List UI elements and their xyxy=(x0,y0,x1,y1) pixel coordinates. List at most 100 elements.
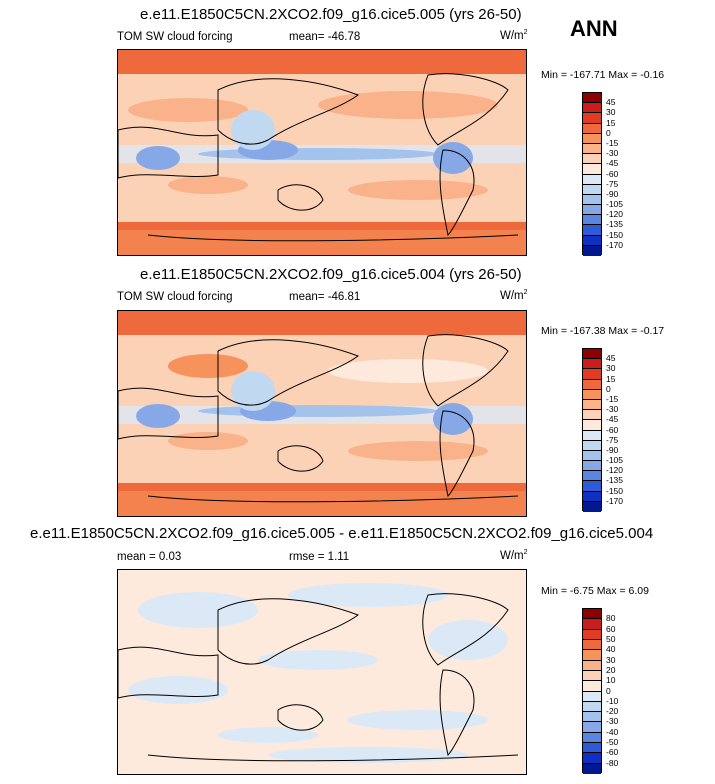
colorbar-box xyxy=(583,215,601,226)
colorbar-tick-label: -50 xyxy=(606,737,619,748)
colorbar-tick-label: 60 xyxy=(606,623,616,634)
panel3-rmse-label: rmse = xyxy=(289,551,325,563)
colorbar-tick-label: -60 xyxy=(606,747,619,758)
colorbar-tick-label: -45 xyxy=(606,158,619,169)
colorbar-box xyxy=(583,670,601,682)
panel2-mean-value: -46.81 xyxy=(327,291,361,303)
colorbar-tick-label: -80 xyxy=(606,757,619,768)
colorbar-box xyxy=(583,743,601,754)
colorbar-box xyxy=(583,491,601,502)
panel3-mean: mean = 0.03 xyxy=(117,551,181,563)
colorbar-tick-label: 45 xyxy=(606,353,616,364)
colorbar-tick-label: -90 xyxy=(606,188,619,199)
colorbar-box xyxy=(583,481,601,492)
season-label: ANN xyxy=(570,16,618,41)
colorbar-tick-label: -15 xyxy=(606,137,619,148)
colorbar-tick-label: -90 xyxy=(606,444,619,455)
colorbar-box xyxy=(583,722,601,733)
colorbar-tick-label: 45 xyxy=(606,97,616,108)
colorbar-box xyxy=(583,143,601,155)
panel1-minmax: Min = -167.71 Max = -0.16 xyxy=(541,69,665,81)
colorbar-tick-label: 30 xyxy=(606,363,616,374)
colorbar-box xyxy=(583,650,601,661)
colorbar-tick-label: 50 xyxy=(606,633,616,644)
colorbar-box xyxy=(583,430,601,441)
colorbar-box xyxy=(583,225,601,236)
colorbar-box xyxy=(583,619,601,630)
panel1-map xyxy=(117,49,527,256)
colorbar-box xyxy=(583,609,601,620)
panel2-title: e.e11.E1850C5CN.2XCO2.f09_g16.cice5.004 … xyxy=(140,266,522,283)
colorbar-tick-label: 15 xyxy=(606,117,616,128)
panel3-rmse-value: 1.11 xyxy=(327,551,350,563)
colorbar-tick-label: -60 xyxy=(606,168,619,179)
colorbar-box xyxy=(583,471,601,482)
panel2-variable: TOM SW cloud forcing xyxy=(117,291,233,303)
panel2-minmax: Min = -167.38 Max = -0.17 xyxy=(541,325,665,337)
colorbar-box xyxy=(583,123,601,134)
colorbar-tick-label: 40 xyxy=(606,644,616,655)
colorbar-tick-label: -170 xyxy=(606,239,624,250)
colorbar-tick-label: -30 xyxy=(606,404,619,415)
colorbar-tick-label: 30 xyxy=(606,654,616,665)
panel1-mean: mean= -46.78 xyxy=(289,31,360,43)
colorbar-box xyxy=(583,359,601,370)
panel2-colorbar xyxy=(582,348,602,512)
colorbar-tick-label: -30 xyxy=(606,148,619,159)
colorbar-box xyxy=(583,660,601,671)
colorbar-box xyxy=(583,450,601,462)
colorbar-box xyxy=(583,389,601,400)
colorbar-tick-label: -30 xyxy=(606,716,619,727)
colorbar-tick-label: -150 xyxy=(606,229,624,240)
colorbar-box xyxy=(583,103,601,114)
panel3-title: e.e11.E1850C5CN.2XCO2.f09_g16.cice5.005 … xyxy=(30,525,654,542)
colorbar-box xyxy=(583,194,601,206)
panel3-colorbar xyxy=(582,608,602,774)
panel3-map xyxy=(117,569,527,775)
colorbar-tick-label: -75 xyxy=(606,178,619,189)
colorbar-box xyxy=(583,369,601,380)
panel3-units: W/m2 xyxy=(500,549,528,562)
colorbar-tick-label: 80 xyxy=(606,613,616,624)
colorbar-box xyxy=(583,349,601,360)
colorbar-box xyxy=(583,184,601,195)
colorbar-box xyxy=(583,235,601,246)
colorbar-box xyxy=(583,113,601,124)
colorbar-box xyxy=(583,93,601,104)
colorbar-tick-label: -60 xyxy=(606,424,619,435)
colorbar-tick-label: -40 xyxy=(606,726,619,737)
panel1-mean-label: mean= xyxy=(289,31,325,43)
colorbar-box xyxy=(583,712,601,723)
colorbar-tick-label: 20 xyxy=(606,664,616,675)
panel1-title: e.e11.E1850C5CN.2XCO2.f09_g16.cice5.005 … xyxy=(140,6,522,23)
colorbar-box xyxy=(583,701,601,713)
colorbar-box xyxy=(583,501,601,512)
colorbar-tick-label: 0 xyxy=(606,127,611,138)
panel2-mean-label: mean= xyxy=(289,291,325,303)
panel2-units: W/m2 xyxy=(500,289,528,302)
colorbar-tick-label: -10 xyxy=(606,695,619,706)
colorbar-tick-label: -105 xyxy=(606,199,624,210)
colorbar-box xyxy=(583,410,601,421)
colorbar-box xyxy=(583,133,601,144)
panel1-colorbar xyxy=(582,92,602,256)
panel2-map xyxy=(117,310,527,517)
colorbar-tick-label: -75 xyxy=(606,434,619,445)
colorbar-tick-label: 0 xyxy=(606,383,611,394)
colorbar-box xyxy=(583,154,601,165)
panel1-mean-value: -46.78 xyxy=(327,31,361,43)
colorbar-box xyxy=(583,461,601,472)
colorbar-tick-label: -45 xyxy=(606,414,619,425)
panel1-variable: TOM SW cloud forcing xyxy=(117,31,233,43)
colorbar-tick-label: -170 xyxy=(606,495,624,506)
colorbar-tick-label: 30 xyxy=(606,107,616,118)
colorbar-box xyxy=(583,205,601,216)
colorbar-tick-label: -135 xyxy=(606,475,624,486)
colorbar-box xyxy=(583,639,601,651)
colorbar-box xyxy=(583,379,601,390)
colorbar-tick-label: -15 xyxy=(606,393,619,404)
panel3-mean-label: mean = xyxy=(117,551,156,563)
panel2-mean: mean= -46.81 xyxy=(289,291,360,303)
colorbar-tick-label: -120 xyxy=(606,465,624,476)
colorbar-tick-label: 0 xyxy=(606,685,611,696)
